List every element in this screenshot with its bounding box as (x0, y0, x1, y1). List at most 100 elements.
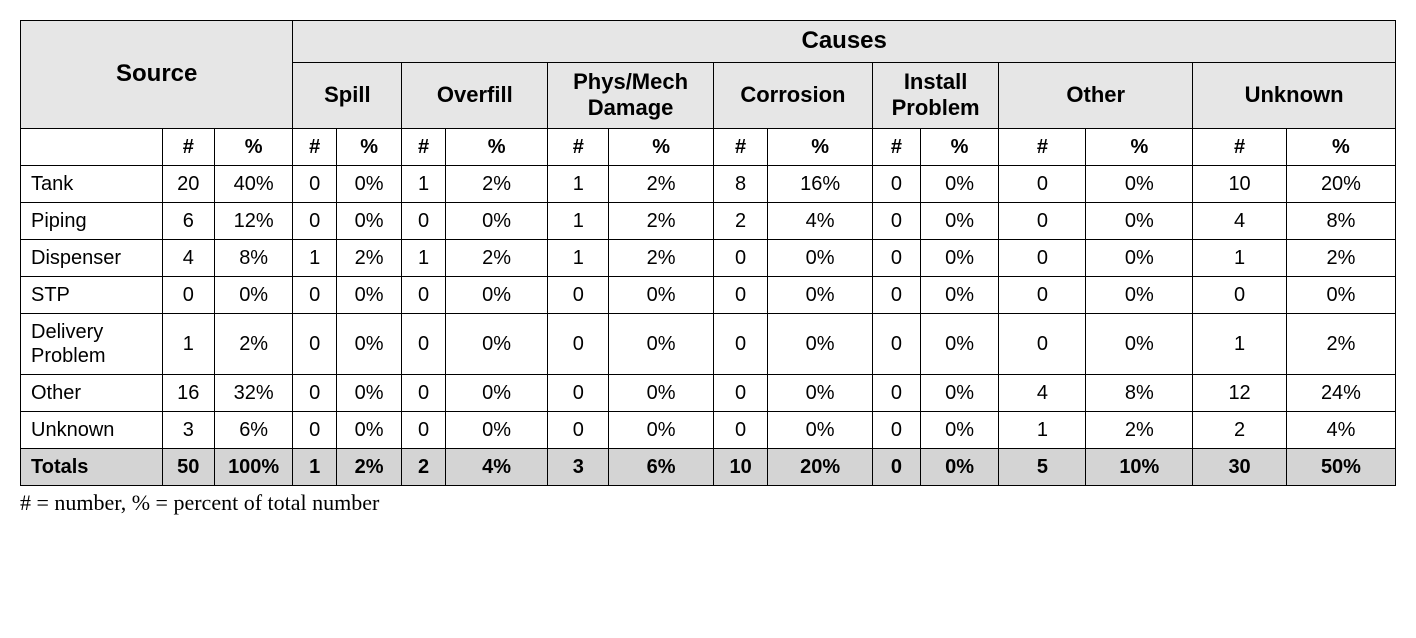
header-hash: # (162, 128, 214, 165)
header-group-unknown: Unknown (1193, 62, 1396, 128)
count-cell: 0 (293, 276, 337, 313)
header-group-spill: Spill (293, 62, 402, 128)
pct-cell: 2% (609, 239, 714, 276)
pct-cell: 24% (1286, 374, 1395, 411)
table-body: Tank2040%00%12%12%816%00%00%1020%Piping6… (21, 165, 1396, 485)
pct-cell: 20% (1286, 165, 1395, 202)
pct-cell: 0% (920, 411, 998, 448)
table-row: Piping612%00%00%12%24%00%00%48% (21, 202, 1396, 239)
pct-cell: 6% (609, 448, 714, 485)
pct-cell: 0% (1086, 239, 1193, 276)
count-cell: 0 (293, 374, 337, 411)
header-pct: % (920, 128, 998, 165)
footnote: # = number, % = percent of total number (20, 490, 1396, 516)
pct-cell: 40% (214, 165, 292, 202)
source-cell: Other (21, 374, 163, 411)
count-cell: 0 (872, 276, 920, 313)
pct-cell: 0% (920, 202, 998, 239)
header-hash: # (1193, 128, 1287, 165)
source-cell: Totals (21, 448, 163, 485)
pct-cell: 0% (445, 313, 547, 374)
count-cell: 8 (713, 165, 767, 202)
header-pct: % (768, 128, 873, 165)
header-hash: # (999, 128, 1086, 165)
count-cell: 6 (162, 202, 214, 239)
pct-cell: 0% (1086, 313, 1193, 374)
pct-cell: 0% (445, 374, 547, 411)
pct-cell: 0% (336, 313, 401, 374)
count-cell: 3 (548, 448, 609, 485)
pct-cell: 0% (445, 411, 547, 448)
count-cell: 4 (162, 239, 214, 276)
pct-cell: 0% (609, 411, 714, 448)
table-header: Source Causes Spill Overfill Phys/Mech D… (21, 21, 1396, 166)
count-cell: 0 (999, 165, 1086, 202)
source-cell: STP (21, 276, 163, 313)
pct-cell: 2% (1286, 239, 1395, 276)
count-cell: 1 (548, 239, 609, 276)
count-cell: 2 (713, 202, 767, 239)
source-cell: Tank (21, 165, 163, 202)
pct-cell: 100% (214, 448, 292, 485)
pct-cell: 2% (1286, 313, 1395, 374)
count-cell: 0 (713, 276, 767, 313)
table-row: Totals50100%12%24%36%1020%00%510%3050% (21, 448, 1396, 485)
pct-cell: 12% (214, 202, 292, 239)
header-pct: % (214, 128, 292, 165)
count-cell: 0 (872, 448, 920, 485)
header-blank (21, 128, 163, 165)
count-cell: 3 (162, 411, 214, 448)
pct-cell: 0% (609, 313, 714, 374)
count-cell: 30 (1193, 448, 1287, 485)
header-hash: # (872, 128, 920, 165)
pct-cell: 4% (1286, 411, 1395, 448)
header-group-corrosion: Corrosion (713, 62, 872, 128)
count-cell: 0 (402, 202, 446, 239)
table-row: STP00%00%00%00%00%00%00%00% (21, 276, 1396, 313)
pct-cell: 8% (1286, 202, 1395, 239)
count-cell: 1 (999, 411, 1086, 448)
table-row: Dispenser48%12%12%12%00%00%00%12% (21, 239, 1396, 276)
count-cell: 0 (402, 276, 446, 313)
pct-cell: 0% (1086, 202, 1193, 239)
pct-cell: 0% (1086, 165, 1193, 202)
pct-cell: 20% (768, 448, 873, 485)
count-cell: 1 (402, 239, 446, 276)
pct-cell: 0% (768, 313, 873, 374)
header-hash: # (293, 128, 337, 165)
pct-cell: 2% (336, 448, 401, 485)
count-cell: 1 (548, 165, 609, 202)
count-cell: 10 (1193, 165, 1287, 202)
pct-cell: 0% (336, 165, 401, 202)
pct-cell: 2% (609, 165, 714, 202)
pct-cell: 2% (214, 313, 292, 374)
count-cell: 0 (293, 411, 337, 448)
table-row: Delivery Problem12%00%00%00%00%00%00%12% (21, 313, 1396, 374)
pct-cell: 0% (920, 239, 998, 276)
pct-cell: 0% (920, 448, 998, 485)
count-cell: 1 (162, 313, 214, 374)
pct-cell: 0% (609, 374, 714, 411)
pct-cell: 0% (609, 276, 714, 313)
pct-cell: 0% (336, 276, 401, 313)
count-cell: 0 (999, 202, 1086, 239)
count-cell: 2 (1193, 411, 1287, 448)
pct-cell: 50% (1286, 448, 1395, 485)
count-cell: 0 (872, 202, 920, 239)
pct-cell: 6% (214, 411, 292, 448)
count-cell: 4 (1193, 202, 1287, 239)
count-cell: 0 (162, 276, 214, 313)
count-cell: 0 (548, 411, 609, 448)
count-cell: 0 (548, 276, 609, 313)
header-group-overfill: Overfill (402, 62, 548, 128)
pct-cell: 0% (768, 276, 873, 313)
header-pct: % (1286, 128, 1395, 165)
count-cell: 0 (713, 239, 767, 276)
pct-cell: 4% (445, 448, 547, 485)
pct-cell: 0% (214, 276, 292, 313)
count-cell: 5 (999, 448, 1086, 485)
pct-cell: 32% (214, 374, 292, 411)
pct-cell: 2% (445, 165, 547, 202)
causes-table: Source Causes Spill Overfill Phys/Mech D… (20, 20, 1396, 486)
header-pct: % (609, 128, 714, 165)
